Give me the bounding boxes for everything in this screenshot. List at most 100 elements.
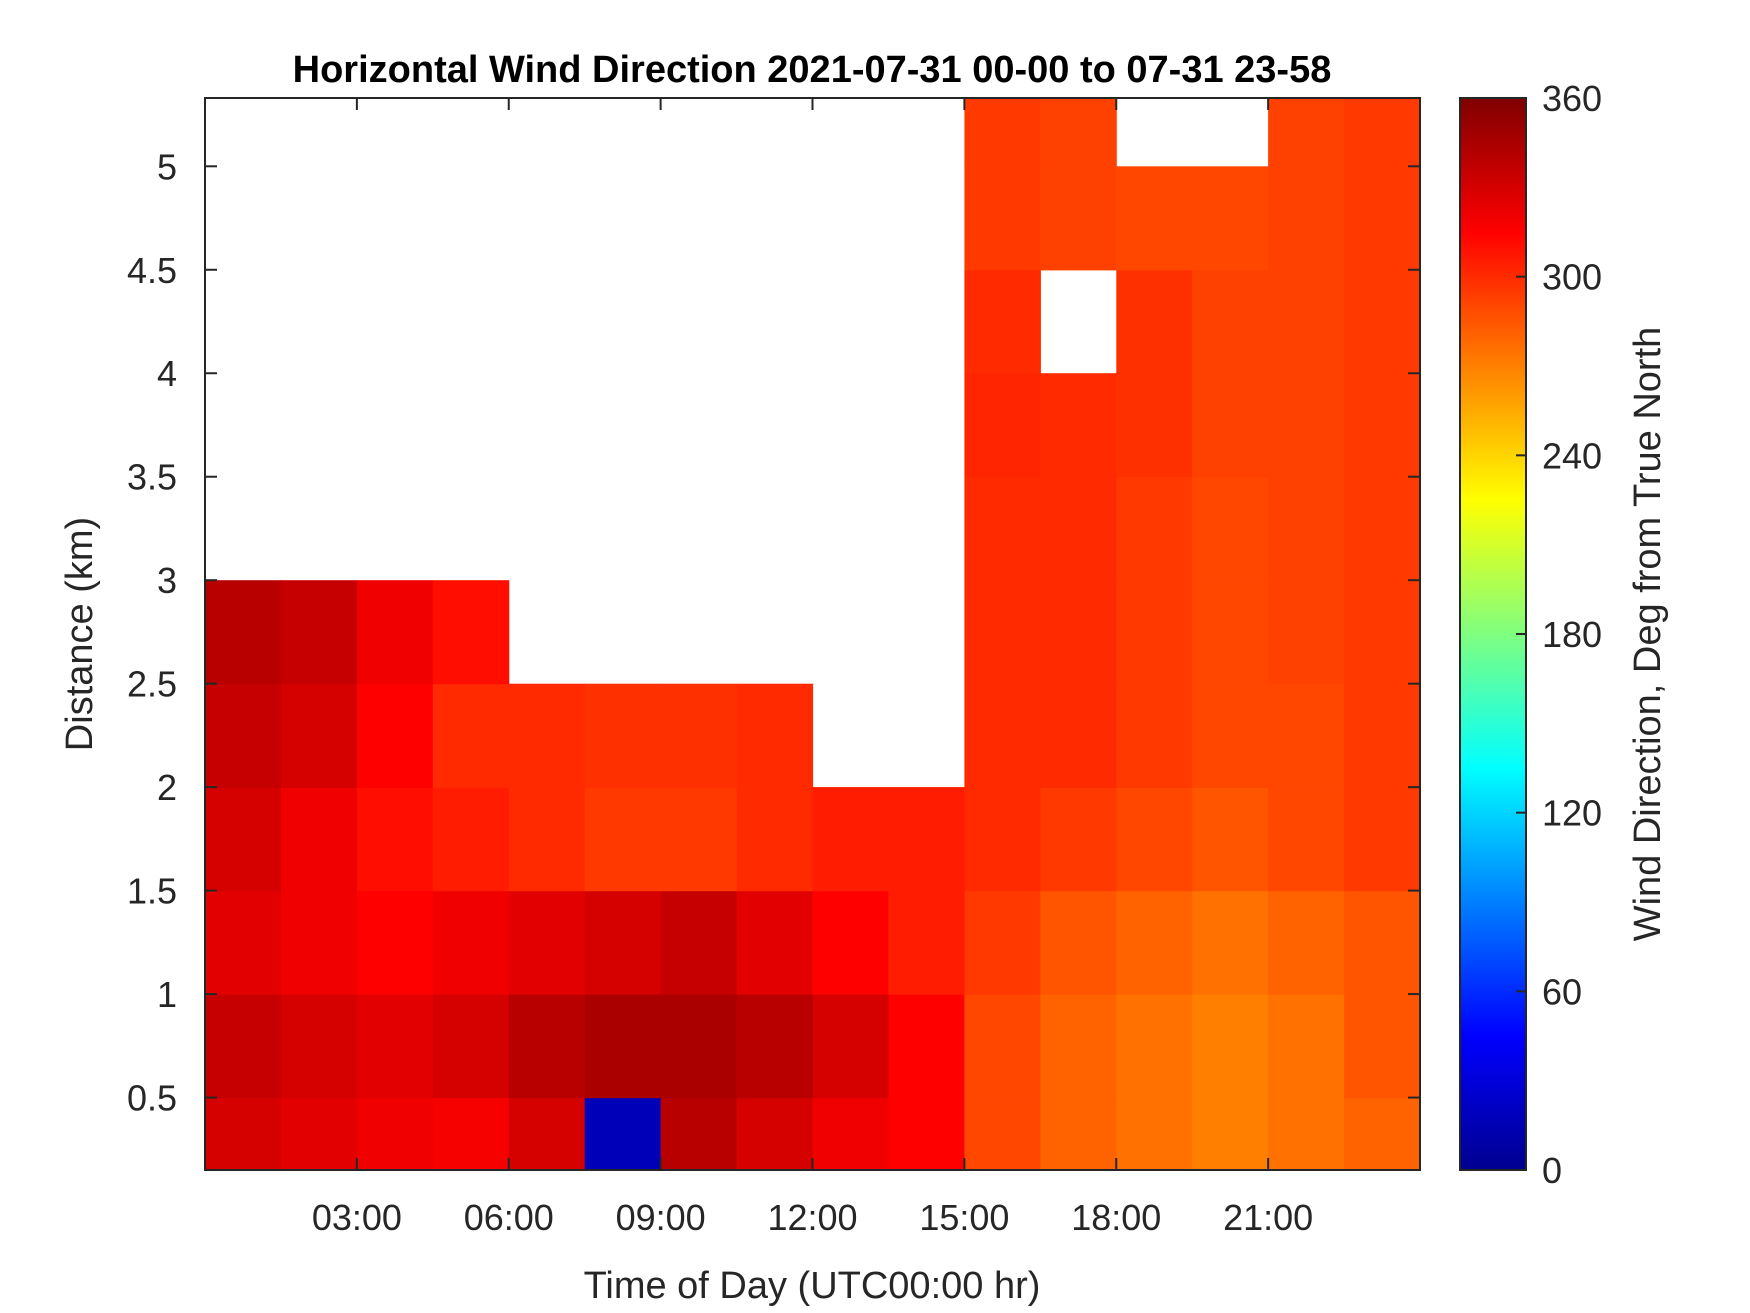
- colorbar-tick-label: 0: [1542, 1150, 1562, 1191]
- y-tick-label: 5: [157, 146, 177, 187]
- heatmap-cell: [356, 890, 434, 995]
- heatmap-cell: [280, 580, 358, 685]
- colorbar-label: Wind Direction, Deg from True North: [1627, 327, 1669, 942]
- x-tick-label: 21:00: [1223, 1197, 1313, 1238]
- heatmap-cell: [660, 994, 738, 1099]
- heatmap-cell: [1268, 580, 1345, 685]
- heatmap-cell: [964, 269, 1041, 374]
- heatmap-cell: [888, 1097, 965, 1170]
- heatmap-cell: [1116, 580, 1193, 685]
- heatmap-cell: [1116, 476, 1193, 581]
- heatmap-cell: [964, 890, 1041, 995]
- x-tick-label: 03:00: [312, 1197, 402, 1238]
- heatmap-cell: [280, 787, 358, 892]
- heatmap-cell: [1040, 580, 1117, 685]
- heatmap-cell: [964, 683, 1041, 788]
- heatmap-cell: [1116, 683, 1193, 788]
- heatmap-cell: [584, 890, 662, 995]
- heatmap-cell: [1192, 683, 1269, 788]
- heatmap-cell: [888, 890, 965, 995]
- heatmap-cell: [508, 787, 586, 892]
- heatmap-cell: [1268, 373, 1345, 478]
- y-tick-label: 1: [157, 974, 177, 1015]
- colorbar-tick-label: 180: [1542, 614, 1602, 655]
- heatmap-cell: [888, 787, 965, 892]
- heatmap-cell: [1040, 890, 1117, 995]
- heatmap-cell: [1192, 580, 1269, 685]
- heatmap-cell: [356, 787, 434, 892]
- heatmap-cell: [1116, 1097, 1193, 1170]
- y-axis: 0.5 1 1.5 2 2.5 3 3.5 4 4.5 5: [127, 146, 1420, 1119]
- heatmap-cell: [1268, 787, 1345, 892]
- heatmap-cell: [1040, 787, 1117, 892]
- heatmap-cell: [964, 476, 1041, 581]
- heatmap-cell: [1040, 1097, 1117, 1170]
- heatmap-cell: [432, 1097, 510, 1170]
- colorbar-tick-label: 300: [1542, 257, 1602, 298]
- heatmap-cell: [432, 683, 510, 788]
- heatmap-cell: [1040, 994, 1117, 1099]
- heatmap-cell: [812, 787, 889, 892]
- heatmap-cell: [1040, 683, 1117, 788]
- chart-title: Horizontal Wind Direction 2021-07-31 00-…: [293, 49, 1332, 91]
- heatmap-cell: [508, 1097, 586, 1170]
- heatmap-cell: [736, 994, 814, 1099]
- heatmap-cell: [1344, 166, 1420, 271]
- heatmap-cell: [1344, 890, 1420, 995]
- heatmap-cell: [356, 580, 434, 685]
- heatmap-cell: [1344, 683, 1420, 788]
- heatmap-cell: [1192, 269, 1269, 374]
- heatmap-cell: [584, 787, 662, 892]
- heatmap-cell: [1040, 373, 1117, 478]
- heatmap-cell: [1268, 166, 1345, 271]
- heatmap-cell: [888, 994, 965, 1099]
- x-tick-label: 15:00: [919, 1197, 1009, 1238]
- y-tick-label: 2: [157, 767, 177, 808]
- heatmap-cell: [1268, 683, 1345, 788]
- heatmap-cell: [964, 994, 1041, 1099]
- heatmap-cell: [964, 580, 1041, 685]
- heatmap-cell: [812, 1097, 889, 1170]
- colorbar-tick-label: 60: [1542, 971, 1582, 1012]
- heatmap-cells: [205, 98, 1420, 1170]
- heatmap-cell: [1268, 476, 1345, 581]
- x-tick-label: 06:00: [464, 1197, 554, 1238]
- heatmap-cell: [660, 890, 738, 995]
- heatmap-cell: [280, 1097, 358, 1170]
- heatmap-cell: [1040, 166, 1117, 271]
- heatmap-cell: [280, 683, 358, 788]
- heatmap-cell: [205, 580, 282, 685]
- y-tick-label: 0.5: [127, 1078, 177, 1119]
- y-tick-label: 3.5: [127, 457, 177, 498]
- heatmap-cell: [660, 787, 738, 892]
- heatmap-cell: [356, 1097, 434, 1170]
- heatmap-cell: [736, 683, 814, 788]
- heatmap-cell: [1268, 994, 1345, 1099]
- y-tick-label: 3: [157, 560, 177, 601]
- x-tick-label: 12:00: [767, 1197, 857, 1238]
- y-tick-label: 4.5: [127, 250, 177, 291]
- heatmap-cell: [660, 683, 738, 788]
- y-axis-label: Distance (km): [59, 517, 101, 751]
- heatmap-cell: [1344, 373, 1420, 478]
- heatmap-cell: [1268, 98, 1345, 167]
- heatmap-cell: [1344, 1097, 1420, 1170]
- heatmap-cell: [1192, 890, 1269, 995]
- heatmap-cell: [1344, 787, 1420, 892]
- colorbar-tick-label: 120: [1542, 793, 1602, 834]
- heatmap-cell: [432, 580, 510, 685]
- heatmap-cell: [1344, 580, 1420, 685]
- heatmap-cell: [1192, 787, 1269, 892]
- heatmap-cell: [356, 994, 434, 1099]
- heatmap-cell: [205, 683, 282, 788]
- heatmap-cell: [1344, 476, 1420, 581]
- heatmap-cell: [584, 1097, 662, 1170]
- heatmap-cell: [584, 994, 662, 1099]
- heatmap-cell: [736, 890, 814, 995]
- x-tick-label: 09:00: [616, 1197, 706, 1238]
- heatmap-cell: [1344, 98, 1420, 167]
- heatmap-cell: [280, 890, 358, 995]
- heatmap-cell: [736, 787, 814, 892]
- heatmap-cell: [1192, 373, 1269, 478]
- heatmap-cell: [432, 994, 510, 1099]
